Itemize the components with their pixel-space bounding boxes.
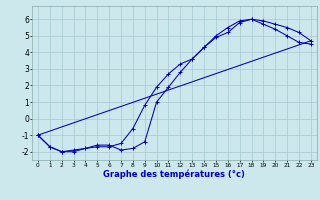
X-axis label: Graphe des températures (°c): Graphe des températures (°c) bbox=[103, 170, 245, 179]
